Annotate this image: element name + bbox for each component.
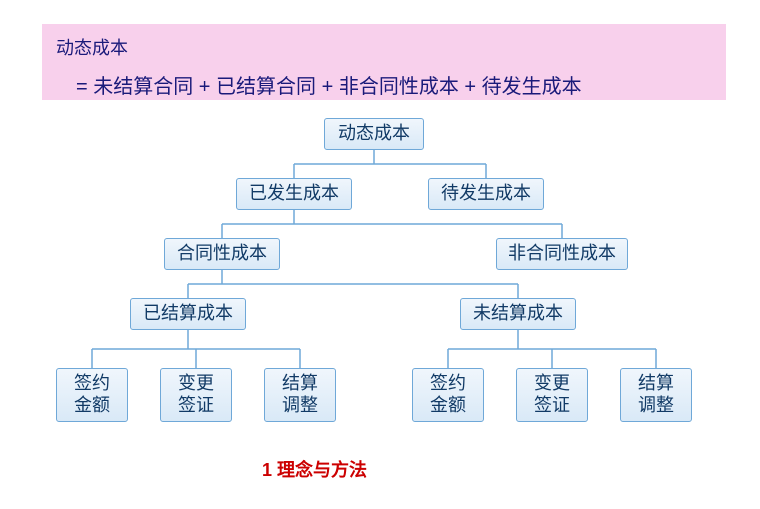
footer-text: 1 理念与方法 [262,456,367,482]
tree-node-s2: 变更签证 [160,368,232,422]
tree-node-u1: 签约金额 [412,368,484,422]
formula-equation: = 未结算合同 + 已结算合同 + 非合同性成本 + 待发生成本 [56,70,712,99]
tree-node-u2: 变更签证 [516,368,588,422]
tree-node-set: 已结算成本 [130,298,246,330]
tree-node-unset: 未结算成本 [460,298,576,330]
tree-node-u3: 结算调整 [620,368,692,422]
tree-node-pend: 待发生成本 [428,178,544,210]
tree-node-root: 动态成本 [324,118,424,150]
tree-node-s3: 结算调整 [264,368,336,422]
tree-node-occ: 已发生成本 [236,178,352,210]
formula-box: 动态成本 = 未结算合同 + 已结算合同 + 非合同性成本 + 待发生成本 [42,24,726,100]
tree-node-s1: 签约金额 [56,368,128,422]
tree-node-ctr: 合同性成本 [164,238,280,270]
tree-node-nctr: 非合同性成本 [496,238,628,270]
formula-title: 动态成本 [56,34,712,60]
